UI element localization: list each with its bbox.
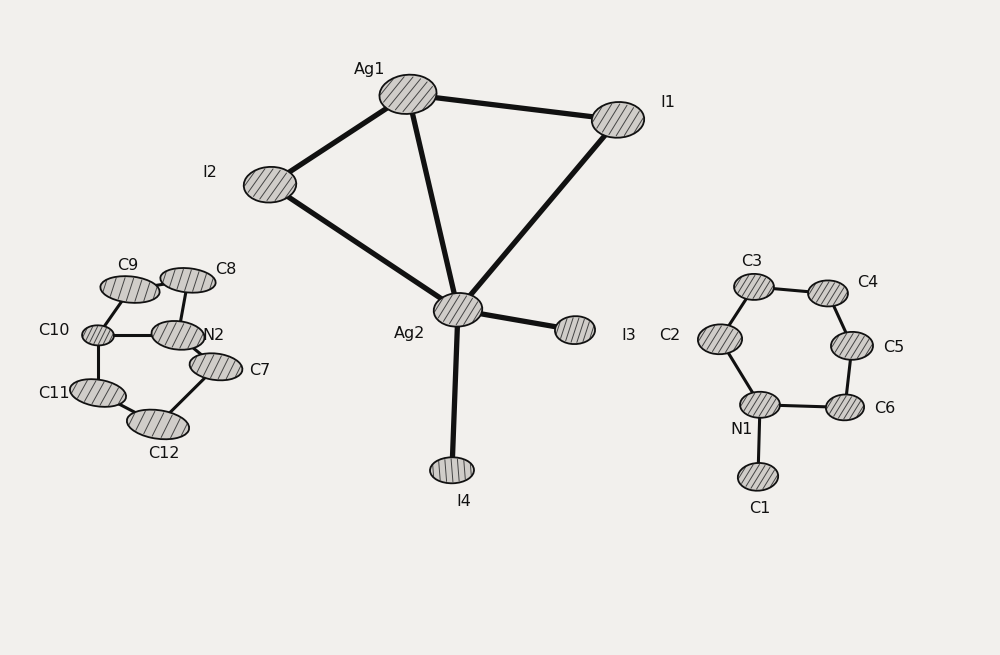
Text: C5: C5 [883,340,905,354]
Text: C9: C9 [117,259,139,273]
Ellipse shape [430,457,474,483]
Text: C11: C11 [38,386,70,400]
Ellipse shape [592,102,644,138]
Ellipse shape [190,353,242,381]
Text: I1: I1 [660,96,676,110]
Text: C7: C7 [249,364,271,378]
Text: Ag2: Ag2 [394,326,426,341]
Text: N2: N2 [203,328,225,343]
Text: N1: N1 [731,422,753,437]
Text: C2: C2 [659,328,681,343]
Ellipse shape [831,332,873,360]
Text: C8: C8 [215,263,237,277]
Text: C1: C1 [749,501,771,515]
Ellipse shape [738,463,778,491]
Text: C12: C12 [148,447,180,461]
Text: C3: C3 [741,255,763,269]
Ellipse shape [70,379,126,407]
Text: I2: I2 [203,166,217,180]
Text: Ag1: Ag1 [354,62,386,77]
Ellipse shape [808,280,848,307]
Text: I3: I3 [622,328,636,343]
Ellipse shape [734,274,774,300]
Text: C4: C4 [857,276,879,290]
Ellipse shape [244,167,296,202]
Ellipse shape [826,394,864,421]
Ellipse shape [82,326,114,345]
Ellipse shape [379,75,437,114]
Ellipse shape [555,316,595,344]
Ellipse shape [434,293,482,327]
Text: C10: C10 [38,323,70,337]
Text: C6: C6 [874,402,896,416]
Ellipse shape [740,392,780,418]
Ellipse shape [160,268,216,293]
Ellipse shape [698,324,742,354]
Ellipse shape [151,321,205,350]
Ellipse shape [100,276,160,303]
Text: I4: I4 [457,495,471,509]
Ellipse shape [127,409,189,440]
